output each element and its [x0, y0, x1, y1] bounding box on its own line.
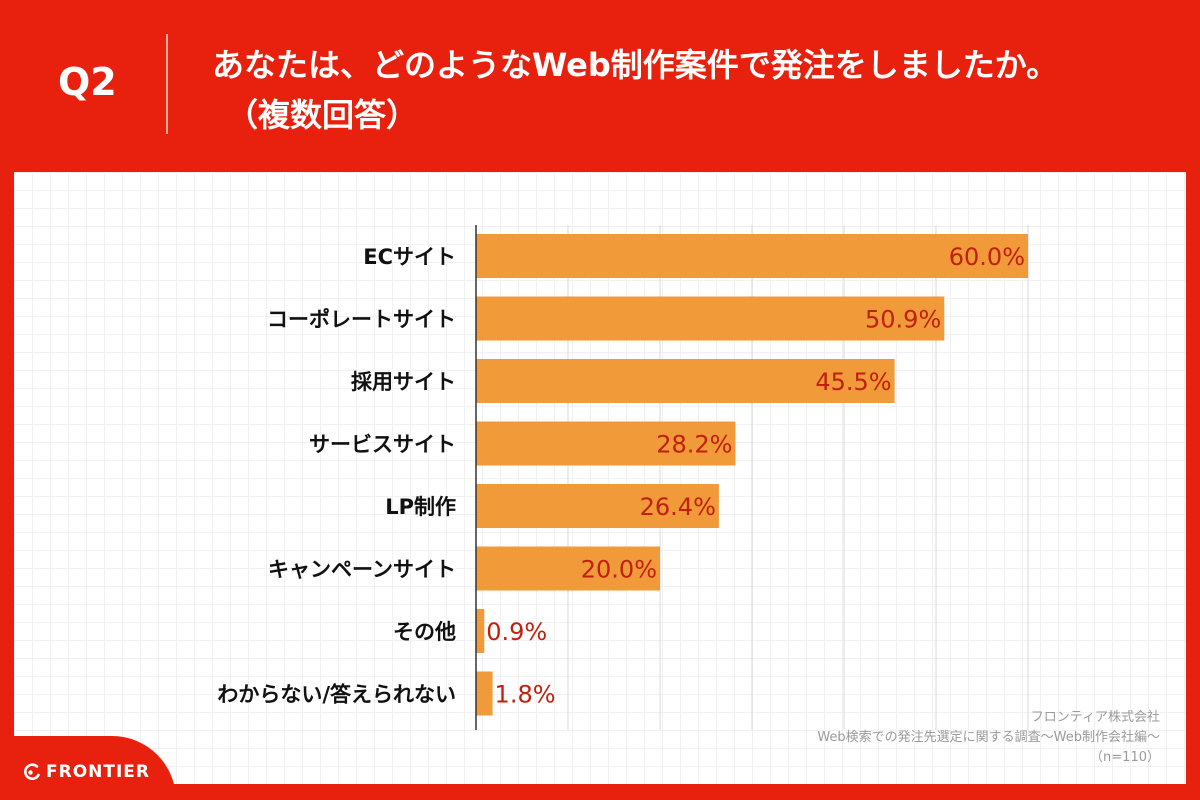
category-label: サービスサイト: [309, 433, 456, 457]
source-company: フロンティア株式会社: [1030, 710, 1160, 725]
bar: [476, 609, 485, 653]
source-note: フロンティア株式会社 Web検索での発注先選定に関する調査〜Web制作会社編〜 …: [817, 708, 1160, 768]
category-label: その他: [393, 620, 456, 644]
value-label: 26.4%: [640, 493, 716, 521]
category-label: キャンペーンサイト: [268, 558, 456, 582]
bar: [476, 546, 660, 591]
value-label: 45.5%: [815, 368, 891, 396]
bar: [476, 296, 945, 341]
value-label: 1.8%: [495, 681, 556, 709]
category-label: ECサイト: [363, 245, 456, 269]
value-label: 0.9%: [486, 618, 547, 646]
brand-name: FRONTIER: [46, 762, 151, 782]
source-sample-size: （n=110）: [1090, 750, 1160, 765]
bar: [476, 484, 719, 528]
bar-chart: ECサイト 60.0% コーポレートサイト 50.9% 採用サイト 45.5% サービスサイ…: [217, 225, 1029, 730]
header-divider: [166, 34, 168, 134]
frontier-logo-icon: [24, 763, 40, 780]
question-label: Q2: [58, 60, 117, 104]
value-label: 60.0%: [949, 243, 1025, 271]
category-label: わからない/答えられない: [217, 683, 456, 707]
source-survey: Web検索での発注先選定に関する調査〜Web制作会社編〜: [817, 730, 1160, 745]
bar: [476, 359, 895, 403]
brand: FRONTIER: [22, 762, 150, 782]
value-label: 28.2%: [656, 431, 732, 459]
bar: [476, 234, 1028, 278]
value-label: 50.9%: [865, 306, 941, 334]
category-label: コーポレートサイト: [267, 308, 456, 332]
category-label: LP制作: [385, 495, 456, 519]
question-title-line1: あなたは、どのようなWeb制作案件で発注をしましたか。: [212, 46, 1059, 84]
bar: [476, 671, 493, 716]
question-title-line2: （複数回答）: [226, 96, 419, 134]
category-label: 採用サイト: [351, 370, 456, 394]
brand-tab: [0, 736, 176, 800]
value-label: 20.0%: [581, 556, 657, 584]
header: Q2 あなたは、どのようなWeb制作案件で発注をしましたか。 （複数回答）: [0, 0, 1200, 172]
chart-panel: ECサイト 60.0% コーポレートサイト 50.9% 採用サイト 45.5% サービスサイ…: [14, 172, 1186, 784]
bar: [476, 421, 736, 466]
